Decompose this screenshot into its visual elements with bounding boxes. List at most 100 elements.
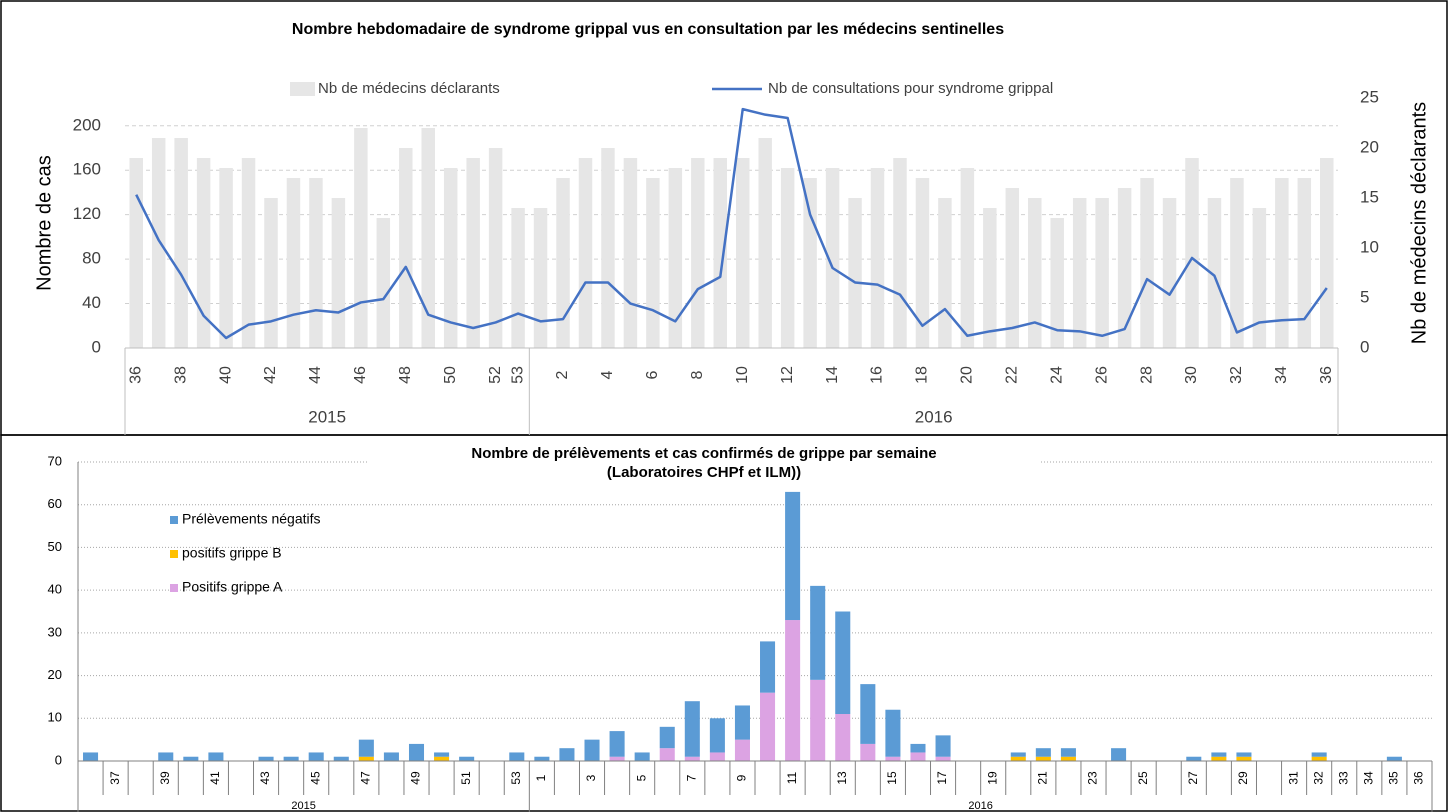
- y-tick-label: 30: [48, 624, 62, 639]
- bar: [1072, 198, 1087, 348]
- y-tick-label: 20: [48, 667, 62, 682]
- x-tick-label: 50: [442, 366, 459, 384]
- bar-segment: [333, 756, 349, 761]
- legend-label: Nb de consultations pour syndrome grippa…: [768, 80, 1053, 97]
- x-tick-label: 26: [1093, 366, 1110, 384]
- x-tick-label: 37: [108, 771, 122, 785]
- x-tick-label: 52: [487, 366, 504, 384]
- y2-tick-label: 25: [1360, 87, 1379, 106]
- bar: [848, 198, 862, 348]
- x-tick-label: 38: [172, 366, 189, 384]
- y-tick-label: 160: [73, 160, 101, 179]
- bar-segment: [760, 641, 776, 693]
- bar-segment: [835, 611, 851, 715]
- x-tick-label: 49: [409, 771, 423, 785]
- legend-label: Positifs grippe A: [182, 579, 283, 595]
- bar-segment: [509, 752, 525, 761]
- y-axis-title: Nombre de cas: [33, 155, 55, 291]
- bar-segment: [1386, 756, 1402, 761]
- x-tick-label: 27: [1186, 771, 1200, 785]
- y2-tick-label: 20: [1360, 137, 1379, 156]
- bar: [623, 158, 638, 348]
- chart-frame: [0, 434, 1448, 812]
- bar: [309, 178, 323, 348]
- y-tick-label: 10: [48, 710, 62, 725]
- x-tick-label: 36: [1318, 366, 1335, 384]
- x-tick-label: 11: [785, 771, 799, 784]
- bar: [129, 158, 143, 348]
- bar-segment: [810, 585, 826, 680]
- bar-segment: [684, 701, 700, 757]
- bar-segment: [609, 756, 625, 761]
- bar-segment: [434, 752, 450, 757]
- bar-segment: [634, 752, 650, 761]
- bar: [825, 168, 840, 348]
- legend-swatch: [170, 550, 178, 558]
- bar-segment: [1035, 748, 1051, 757]
- bar-segment: [1060, 748, 1076, 757]
- bar: [241, 158, 256, 348]
- legend-label: Nb de médecins déclarants: [318, 80, 500, 97]
- bar: [803, 178, 817, 348]
- bar-segment: [709, 752, 725, 761]
- y2-tick-label: 0: [1360, 337, 1369, 356]
- x-tick-label: 14: [824, 366, 841, 384]
- x-tick-label: 18: [914, 366, 931, 384]
- legend-swatch: [290, 82, 315, 96]
- legend-swatch: [170, 584, 178, 592]
- bar: [578, 158, 593, 348]
- x-tick-label: 33: [1336, 771, 1350, 785]
- x-tick-label: 45: [308, 771, 322, 785]
- group-label: 2015: [291, 800, 315, 812]
- y2-tick-label: 5: [1360, 287, 1369, 306]
- bar-segment: [659, 726, 675, 749]
- x-tick-label: 46: [352, 366, 369, 384]
- chart-subtitle: (Laboratoires CHPf et ILM)): [607, 464, 801, 481]
- bar: [219, 168, 233, 348]
- bar: [960, 168, 975, 348]
- x-tick-label: 29: [1236, 771, 1250, 785]
- bar: [399, 148, 413, 348]
- bar: [713, 158, 728, 348]
- bar-segment: [584, 739, 600, 761]
- bar: [443, 168, 458, 348]
- bar-segment: [734, 739, 750, 761]
- bar: [1230, 178, 1244, 348]
- x-tick-label: 9: [735, 774, 749, 781]
- x-tick-label: 51: [459, 771, 473, 785]
- bar: [601, 148, 615, 348]
- bar-segment: [1010, 756, 1026, 761]
- bar-segment: [785, 620, 801, 761]
- y-tick-label: 200: [73, 115, 101, 134]
- x-tick-label: 40: [217, 366, 234, 384]
- x-tick-label: 7: [684, 774, 698, 781]
- group-label: 2016: [968, 800, 992, 812]
- x-tick-label: 32: [1228, 366, 1245, 384]
- bar: [1320, 158, 1334, 348]
- x-tick-label: 36: [1412, 771, 1426, 785]
- legend-label: positifs grippe B: [182, 545, 282, 561]
- bar-segment: [609, 731, 625, 757]
- x-tick-label: 5: [634, 774, 648, 781]
- bar-segment: [1211, 752, 1227, 757]
- bar-segment: [459, 756, 475, 761]
- bar-segment: [860, 684, 876, 744]
- y-tick-label: 0: [92, 337, 101, 356]
- bar-segment: [158, 752, 174, 761]
- x-tick-label: 53: [509, 771, 523, 785]
- y2-axis-title: Nb de médecins déclarants: [1408, 102, 1430, 344]
- bar: [1095, 198, 1109, 348]
- bar-segment: [659, 748, 675, 761]
- bar-segment: [885, 756, 901, 761]
- x-tick-label: 43: [258, 771, 272, 785]
- bar: [983, 208, 997, 348]
- bar: [1050, 218, 1064, 348]
- bar: [354, 128, 368, 348]
- bar: [1005, 188, 1020, 348]
- x-tick-label: 32: [1311, 771, 1325, 785]
- bar: [691, 158, 705, 348]
- y-tick-label: 70: [48, 453, 62, 468]
- bar-segment: [935, 756, 951, 761]
- bar: [1185, 158, 1199, 348]
- x-tick-label: 30: [1183, 366, 1200, 384]
